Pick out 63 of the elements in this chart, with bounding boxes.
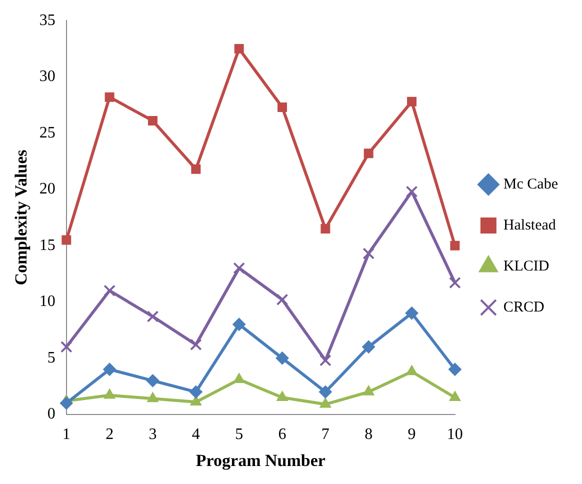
point xyxy=(146,310,159,322)
x-tick-label: 6 xyxy=(278,426,286,444)
point xyxy=(233,373,245,384)
y-tick-label: 35 xyxy=(39,12,56,29)
point xyxy=(190,338,202,351)
legend-label: CRCD xyxy=(503,299,544,316)
y-tick-label: 0 xyxy=(47,406,56,423)
y-tick-label: 30 xyxy=(39,68,56,86)
point xyxy=(276,391,288,402)
point xyxy=(320,224,330,234)
point xyxy=(320,398,332,408)
x-tick-label: 7 xyxy=(321,426,330,444)
point xyxy=(405,306,418,320)
point xyxy=(234,44,244,54)
point xyxy=(449,391,461,402)
point xyxy=(232,318,246,331)
x-tick-label: 2 xyxy=(106,426,114,444)
y-tick-label: 10 xyxy=(39,293,56,310)
point xyxy=(148,116,158,126)
legend-label: Mc Cabe xyxy=(503,176,558,192)
point xyxy=(233,262,246,274)
legend-label: KLCID xyxy=(503,258,550,274)
point xyxy=(406,186,418,198)
point xyxy=(362,248,375,260)
x-axis-title: Program Number xyxy=(196,451,326,470)
point xyxy=(190,396,202,406)
point xyxy=(318,385,332,398)
point xyxy=(104,92,114,102)
x-tick-label: 1 xyxy=(62,426,70,444)
point xyxy=(448,276,461,289)
y-tick-label: 5 xyxy=(47,349,56,366)
point xyxy=(147,392,158,402)
point xyxy=(62,235,72,245)
point xyxy=(362,385,374,396)
point xyxy=(104,388,116,399)
y-axis-title: Complexity Values xyxy=(12,149,31,286)
point xyxy=(276,294,288,306)
point xyxy=(406,365,418,376)
point xyxy=(448,362,462,376)
point xyxy=(362,340,376,354)
point xyxy=(278,102,287,112)
y-tick-label: 25 xyxy=(39,124,56,142)
x-tick-label: 3 xyxy=(148,426,157,444)
point xyxy=(60,396,73,410)
point xyxy=(60,340,72,353)
point xyxy=(450,240,460,250)
point xyxy=(189,385,202,398)
y-tick-label: 15 xyxy=(39,236,56,254)
x-tick-label: 10 xyxy=(446,426,463,444)
point xyxy=(364,148,374,158)
point xyxy=(319,354,332,366)
point xyxy=(146,374,160,388)
x-tick-label: 9 xyxy=(408,426,416,444)
x-tick-label: 5 xyxy=(235,426,244,444)
y-tick-label: 20 xyxy=(39,180,56,198)
point xyxy=(103,362,116,376)
point xyxy=(407,96,417,106)
point xyxy=(191,164,201,174)
x-tick-label: 8 xyxy=(364,426,373,444)
x-tick-label: 4 xyxy=(192,426,200,444)
legend-label: Halstead xyxy=(503,217,556,234)
point xyxy=(104,284,116,297)
point xyxy=(276,352,289,365)
